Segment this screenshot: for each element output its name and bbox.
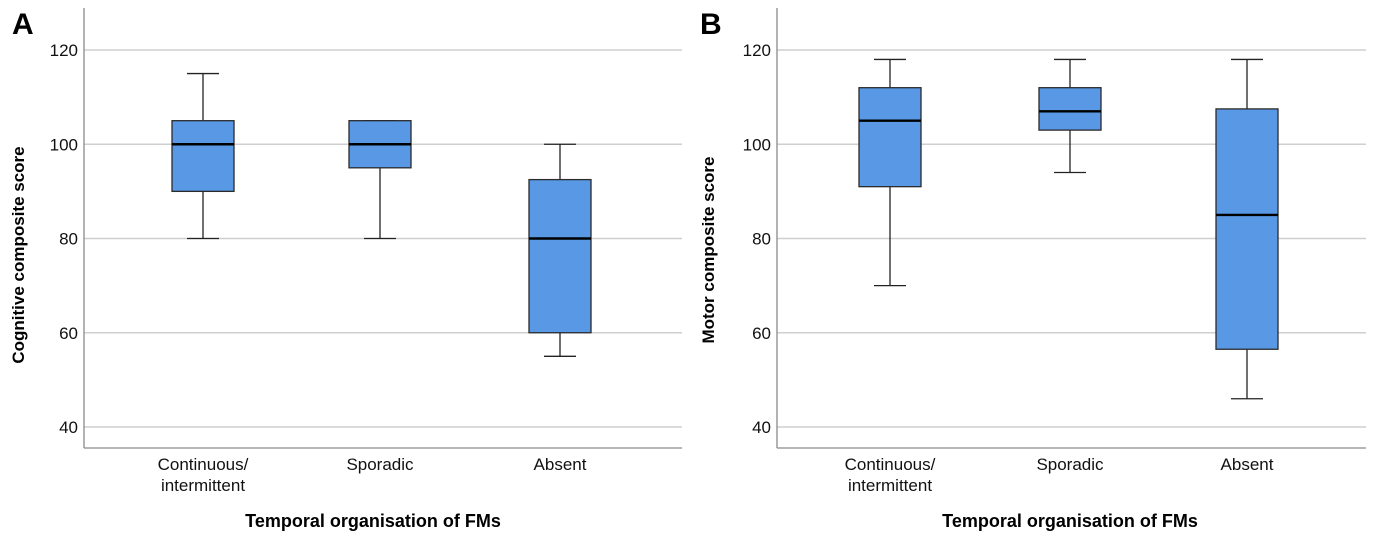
box-plot [1215, 58, 1279, 400]
x-tick-label-line: intermittent [161, 476, 245, 495]
y-tick-label: 40 [59, 418, 78, 437]
x-tick-label: Absent [1221, 455, 1274, 474]
y-tick-label: 80 [59, 230, 78, 249]
panel-b: B 40 60 80 100 120 Continuous/intermittent Spor… [699, 8, 1366, 531]
iqr-box [1215, 108, 1279, 350]
y-tick-label: 60 [752, 324, 771, 343]
iqr-box [528, 178, 592, 334]
x-tick-label-line: Sporadic [1036, 455, 1104, 474]
panel-label: A [12, 8, 34, 41]
y-tick-label: 80 [752, 230, 771, 249]
x-tick-label-line: Continuous/ [845, 455, 936, 474]
panel-a: A 40 60 80 100 120 Continuous/intermittent Spor… [9, 8, 682, 531]
y-tick-label: 120 [743, 41, 771, 60]
y-tick-label: 120 [50, 41, 78, 60]
x-tick-label-line: Absent [1221, 455, 1274, 474]
x-axis-title: Temporal organisation of FMs [942, 511, 1198, 531]
box-plot [858, 58, 922, 287]
iqr-box [171, 120, 235, 193]
x-tick-label: Sporadic [346, 455, 414, 474]
y-tick-label: 100 [50, 135, 78, 154]
x-tick-label-line: intermittent [848, 476, 932, 495]
iqr-box [858, 87, 922, 188]
x-tick-label: Continuous/intermittent [158, 455, 249, 495]
x-tick-label: Absent [534, 455, 587, 474]
panel-label: B [700, 8, 722, 41]
box-plot [1038, 58, 1102, 174]
x-tick-label-line: Continuous/ [158, 455, 249, 474]
x-tick-label: Continuous/intermittent [845, 455, 936, 495]
y-tick-label: 40 [752, 418, 771, 437]
box-plot [171, 72, 235, 240]
box-plot [528, 143, 592, 357]
iqr-box [1038, 87, 1102, 131]
y-axis-title: Motor composite score [699, 156, 718, 343]
x-tick-label-line: Sporadic [346, 455, 414, 474]
y-axis-title: Cognitive composite score [9, 146, 28, 363]
box-plot [348, 120, 412, 240]
x-axis-title: Temporal organisation of FMs [245, 511, 501, 531]
x-tick-label-line: Absent [534, 455, 587, 474]
y-tick-label: 100 [743, 135, 771, 154]
y-tick-label: 60 [59, 324, 78, 343]
x-tick-label: Sporadic [1036, 455, 1104, 474]
